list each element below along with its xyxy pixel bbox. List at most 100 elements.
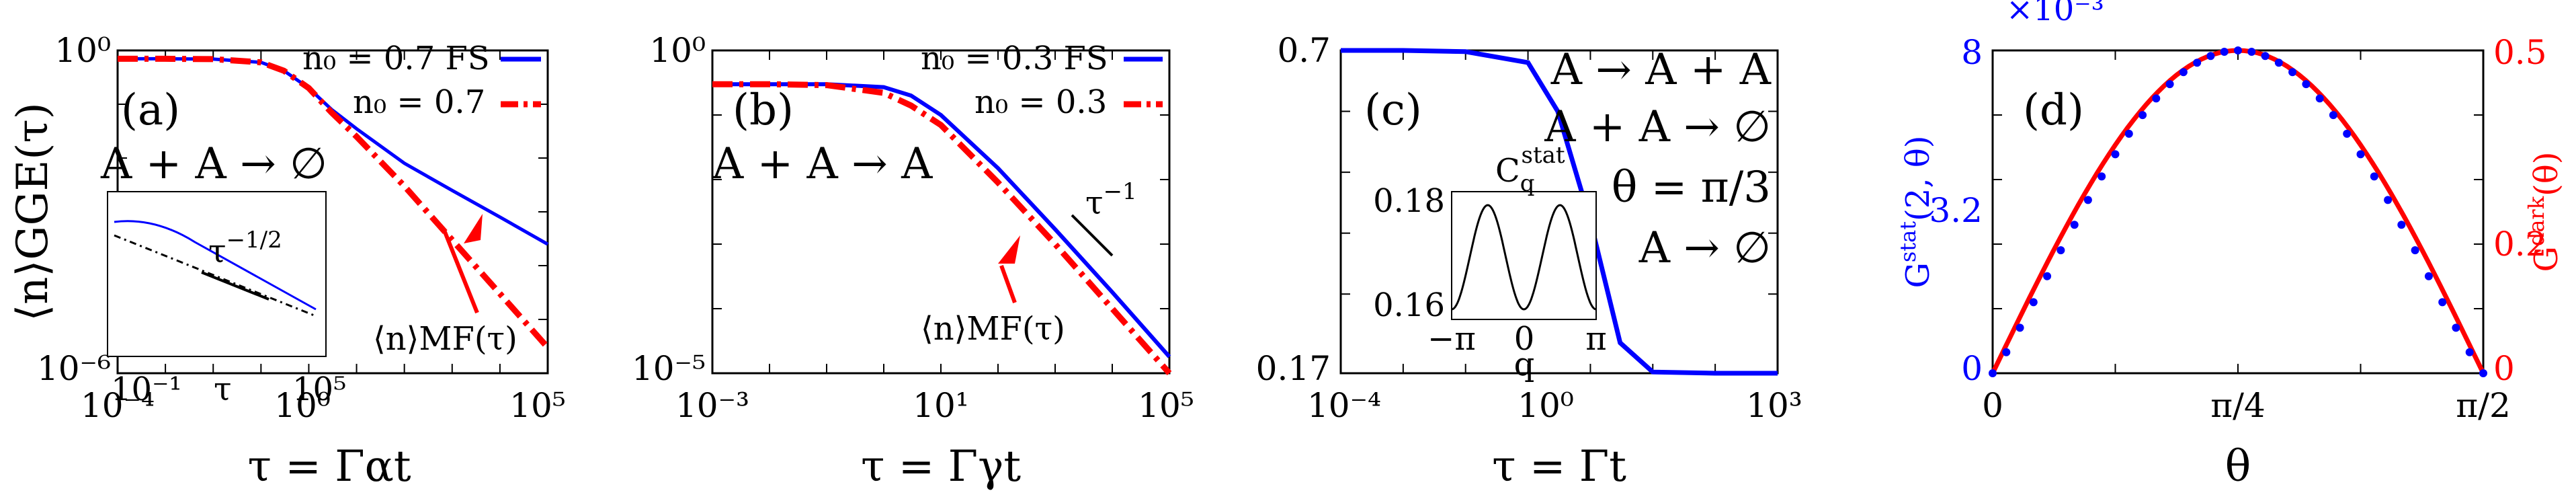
panel-b-slope-bar: [1071, 214, 1114, 257]
panel-d-stat-point: [2329, 111, 2337, 120]
panel-d-ytick-left-mid: 3.2: [1929, 191, 1983, 230]
panel-d-stat-point: [2343, 129, 2352, 138]
panel-d-stat-point: [2452, 323, 2460, 332]
panel-c-inset-title: Cqstat: [1495, 142, 1565, 197]
panel-c-inset-xlabel: q: [1514, 346, 1535, 383]
panel-c-inset-xtick-3: π: [1585, 320, 1607, 358]
panel-a-inset-black: [114, 234, 317, 317]
panel-a-ytick-top: 10⁰: [54, 31, 111, 70]
panel-b-xtick-1: 10⁻³: [675, 386, 749, 425]
panel-a-series-mf: [118, 55, 550, 350]
panel-c-xtick-3: 10³: [1746, 386, 1802, 425]
panel-c-inset-xtick-2: 0: [1514, 320, 1535, 358]
panel-d-left-exponent: ×10⁻³: [2006, 0, 2104, 28]
panel-d-stat-point: [2397, 221, 2406, 229]
panel-a-legend-fs-label: n₀ = 0.7 FS: [302, 40, 490, 77]
panel-a-ylabel: ⟨n⟩GGE(τ): [8, 102, 58, 321]
panel-d-stat-point: [2220, 48, 2229, 56]
panel-b-series-mf: [712, 81, 1172, 375]
panel-d-stat-point: [2206, 52, 2215, 61]
panel-a-ytick-bottom: 10⁻⁶: [37, 349, 111, 388]
panel-a-legend-mf-label: n₀ = 0.7: [353, 83, 485, 121]
panel-d-stat-point: [2193, 59, 2202, 67]
panel-d-stat-point: [2356, 150, 2365, 159]
panel-c-inset-ytick-top: 0.18: [1373, 182, 1445, 220]
panel-c-reaction-1: A → A + A: [1550, 45, 1772, 95]
panel-d-stat-point: [2465, 348, 2474, 356]
panel-d-ylabel-left: Gstat(2, θ): [1895, 136, 1937, 288]
panel-c-theta: θ = π/3: [1612, 163, 1771, 213]
panel-c-inset-xtick-1: −π: [1427, 320, 1476, 358]
panel-b-ytick-top: 10⁰: [649, 31, 706, 70]
panel-d-stat-point: [2124, 129, 2133, 138]
panel-d-stat-point: [2002, 348, 2011, 356]
panel-c-ytick-bottom: 0.17: [1256, 349, 1331, 388]
panel-a-inset-xtick-2: 10⁵: [292, 371, 346, 408]
panel-d-stat-point: [2043, 272, 2052, 280]
panel-b-reaction: A + A → A: [712, 139, 933, 189]
panel-a-annotation: ⟨n⟩MF(τ): [373, 320, 517, 358]
panel-d-ytick-right-mid: 0.2: [2493, 225, 2547, 264]
panel-d-stat-point: [2016, 323, 2024, 332]
panel-d-ticks: [1992, 50, 2484, 374]
panel-b-ticks: [712, 50, 1170, 374]
panel-b-label: (b): [733, 85, 794, 135]
panel-d-ytick-right-top: 0.5: [2493, 33, 2547, 72]
panel-b-xtick-2: 10¹: [913, 386, 969, 425]
panel-a: 10⁰ 10⁻⁶ 10⁻⁴ 10⁰ 10⁵ τ = Γαt ⟨n⟩GGE(τ) …: [8, 31, 566, 492]
panel-a-xtick-1: 10⁻⁴: [81, 386, 155, 425]
panel-d-stat-point: [2165, 80, 2174, 89]
panel-a-inset-xtick-1: 10⁻¹: [111, 371, 182, 408]
panel-c-xtick-2: 10⁰: [1518, 386, 1574, 425]
panel-d-stat-point: [2274, 59, 2283, 67]
panel-c-ytick-top: 0.7: [1277, 31, 1331, 70]
panel-b-xlabel: τ = Γγt: [861, 442, 1021, 492]
panel-c-reaction-3: A → ∅: [1638, 223, 1771, 273]
panel-b-slope-label: τ−1: [1085, 178, 1137, 222]
panel-c-xtick-1: 10⁻⁴: [1307, 386, 1381, 425]
panel-d-ytick-left-bottom: 0: [1961, 349, 1983, 388]
panel-c-frame: [1339, 49, 1779, 375]
panel-d-xtick-3: π/2: [2456, 386, 2511, 425]
panel-d-stat-point: [2056, 246, 2065, 255]
panel-d-stat-point: [2370, 172, 2378, 181]
panel-b: 10⁰ 10⁻⁵ 10⁻³ 10¹ 10⁵ τ = Γγt (b) A + A …: [632, 31, 1194, 492]
panel-d-stat-point: [2152, 94, 2161, 103]
panel-a-inset-frame: [107, 191, 327, 357]
panel-a-xtick-3: 10⁵: [509, 386, 566, 425]
panel-a-xtick-2: 10⁰: [274, 386, 331, 425]
panel-d-series-stat: [1989, 46, 2487, 377]
panel-d: 8 3.2 0 ×10⁻³ 0.5 0.2 0 0 π/4 π/2 θ Gsta…: [1895, 0, 2565, 492]
panel-b-xtick-3: 10⁵: [1138, 386, 1194, 425]
panel-d-stat-point: [2315, 94, 2324, 103]
panel-a-arrow-line: [442, 227, 479, 314]
panel-d-stat-point: [2234, 46, 2242, 54]
panel-d-ytick-left-top: 8: [1961, 33, 1983, 72]
panel-d-stat-point: [2261, 52, 2270, 61]
panel-c-xlabel: τ = Γt: [1492, 442, 1626, 492]
panel-d-label: (d): [2023, 85, 2084, 135]
panel-d-stat-point: [2111, 150, 2120, 159]
panel-d-xtick-1: 0: [1982, 386, 2003, 425]
panel-a-inset-xlabel: τ: [214, 371, 232, 408]
panel-d-xlabel: θ: [2225, 442, 2251, 492]
panel-d-stat-point: [2247, 48, 2256, 56]
panel-c: 0.7 0.17 10⁻⁴ 10⁰ 10³ τ = Γt (c) A → A +…: [1256, 31, 1802, 492]
panel-c-series: [1341, 48, 1778, 376]
panel-d-stat-point: [2424, 272, 2433, 280]
panel-d-stat-point: [2438, 298, 2447, 307]
panel-d-stat-point: [2029, 298, 2038, 307]
panel-d-stat-point: [2302, 80, 2311, 89]
panel-d-stat-point: [2083, 196, 2092, 204]
panel-b-arrow-line: [999, 264, 1017, 304]
panel-d-ytick-right-bottom: 0: [2493, 349, 2515, 388]
panel-a-label: (a): [121, 85, 180, 135]
panel-a-reaction: A + A → ∅: [100, 139, 327, 189]
panel-a-arrow-head: [464, 214, 483, 243]
panel-c-inset-ytick-bottom: 0.16: [1373, 286, 1445, 324]
panel-d-ylabel-right: Gdark(θ): [2524, 152, 2565, 272]
panel-d-stat-point: [2288, 68, 2297, 77]
panel-a-xlabel: τ = Γαt: [247, 442, 411, 492]
panel-d-stat-point: [2097, 172, 2106, 181]
